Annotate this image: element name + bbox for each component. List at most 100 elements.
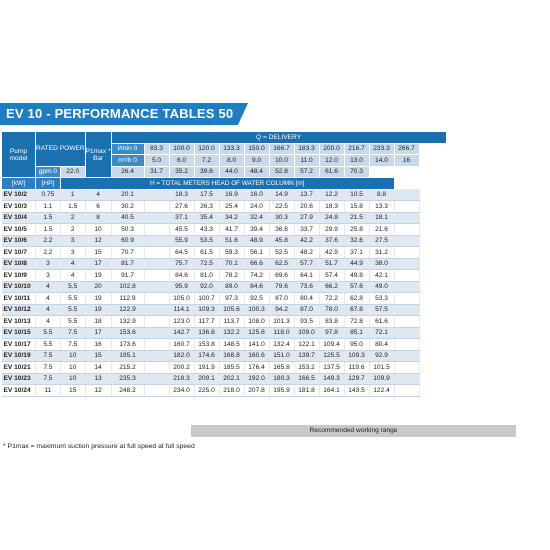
head-cell: 52.5 xyxy=(269,246,295,259)
flow-value: 14.0 xyxy=(368,154,395,167)
recommended-range-label: Recommended working range xyxy=(191,425,516,437)
head-cell xyxy=(394,189,420,201)
bar-cell: 16 xyxy=(85,338,112,351)
head-cell: 101.5 xyxy=(369,361,395,374)
model-cell: EV 10/24 xyxy=(1,384,36,397)
hp-cell: 5.5 xyxy=(60,281,86,293)
head-cell: 160.7 xyxy=(169,338,195,351)
flow-value: 57.2 xyxy=(293,165,320,178)
kw-cell: 11 xyxy=(35,384,61,397)
head-cell xyxy=(394,338,420,351)
head-cell xyxy=(394,350,420,362)
head-cell: 97.8 xyxy=(319,327,345,339)
table-row: EV 10/6 2.2 3 12 60.9 55.9 53.5 51.6 48.9 45.8 42.… xyxy=(1,235,447,247)
flow-row-lmin: l/min 0 83.3 100.0 120.0 133.3 150.0 166.7 183.… xyxy=(2,142,447,155)
flow-value: 200.0 xyxy=(318,142,345,155)
head-header: H = TOTAL METERS HEAD OF WATER COLUMN [m… xyxy=(59,177,395,190)
flow-value: 22.0 xyxy=(59,165,86,178)
head-cell: 139.7 xyxy=(294,350,320,362)
head-zero-cell: 30.2 xyxy=(111,200,145,213)
table-row: EV 10/17 5.5 7.5 16 173.6 160.7 153.8 148.5 141.… xyxy=(1,338,447,351)
flow-row-m3h: m³/h 0 5.0 6.0 7.2 8.0 9.0 10.0 11.0 12.0 13.0 14.… xyxy=(2,154,447,167)
model-cell: EV 10/13 xyxy=(1,315,36,328)
flow-value: 70.3 xyxy=(343,165,370,178)
head-cell: 92.9 xyxy=(369,350,395,362)
head-cell: 160.6 xyxy=(244,350,270,362)
kw-cell: 1.5 xyxy=(35,212,61,224)
head-cell: 64.5 xyxy=(169,246,195,259)
head-cell: 61.6 xyxy=(369,315,395,328)
head-cell xyxy=(394,269,420,282)
head-cell: 153.2 xyxy=(294,361,320,374)
head-cell: 101.3 xyxy=(269,315,295,328)
head-cell xyxy=(394,258,420,270)
head-cell: 30.3 xyxy=(269,212,295,224)
flow-value: 133.3 xyxy=(218,142,245,155)
head-zero-cell: 195.1 xyxy=(111,350,145,362)
head-cell: 57.5 xyxy=(369,304,395,316)
head-zero-cell: 70.7 xyxy=(111,246,145,259)
head-cell xyxy=(394,223,420,236)
flow-value: 8.0 xyxy=(218,154,245,167)
kw-cell: 1.5 xyxy=(35,223,61,236)
footnote: * P1max = maximum suction pressure at fu… xyxy=(3,443,195,450)
head-cell xyxy=(144,281,170,293)
kw-cell: 2.2 xyxy=(35,246,61,259)
delivery-header: Q = DELIVERY xyxy=(110,131,447,144)
head-cell: 105.0 xyxy=(169,292,195,305)
bar-cell: 19 xyxy=(85,292,112,305)
head-cell: 78.2 xyxy=(219,269,245,282)
head-cell: 51.7 xyxy=(319,258,345,270)
table-row: EV 10/7 2.2 3 15 70.7 64.5 61.5 59.3 56.1 52.5 48.… xyxy=(1,246,447,259)
head-cell: 153.8 xyxy=(194,338,220,351)
flow-value: 183.3 xyxy=(293,142,320,155)
head-cell: 16.9 xyxy=(219,189,245,201)
head-cell: 151.0 xyxy=(269,350,295,362)
hp-cell: 2 xyxy=(60,212,86,224)
head-cell: 72.2 xyxy=(319,292,345,305)
flow-value: 10.0 xyxy=(268,154,295,167)
head-zero-cell: 153.6 xyxy=(111,327,145,339)
head-cell: 14.9 xyxy=(269,189,295,201)
flow-value: 166.7 xyxy=(268,142,295,155)
head-cell xyxy=(394,361,420,374)
head-cell: 33.7 xyxy=(294,223,320,236)
head-cell: 27.9 xyxy=(294,212,320,224)
flow-value: 61.6 xyxy=(318,165,345,178)
model-cell: EV 10/9 xyxy=(1,269,36,282)
head-cell: 18.3 xyxy=(319,200,345,213)
head-zero-cell: 122.9 xyxy=(111,304,145,316)
head-cell xyxy=(394,373,420,385)
head-cell xyxy=(144,384,170,397)
bar-cell: 4 xyxy=(85,189,112,201)
head-zero-cell: 91.7 xyxy=(111,269,145,282)
flow-value: 13.0 xyxy=(343,154,370,167)
flow-value: 52.8 xyxy=(268,165,295,178)
head-cell xyxy=(394,246,420,259)
hp-cell: 3 xyxy=(60,246,86,259)
head-cell: 209.1 xyxy=(194,373,220,385)
head-cell: 21.6 xyxy=(369,223,395,236)
kw-cell: 4 xyxy=(35,292,61,305)
head-cell: 92.0 xyxy=(194,281,220,293)
head-cell: 191.9 xyxy=(194,361,220,374)
table-row: EV 10/13 4 5.5 18 132.9 123.0 117.7 113.7 108.0 1… xyxy=(1,315,447,328)
head-cell: 45.8 xyxy=(269,235,295,247)
head-cell xyxy=(144,223,170,236)
kw-cell: 2.2 xyxy=(35,235,61,247)
flow-value: 44.0 xyxy=(218,165,245,178)
model-cell: EV 10/21 xyxy=(1,361,36,374)
model-cell: EV 10/3 xyxy=(1,200,36,213)
bar-cell: 12 xyxy=(85,235,112,247)
head-cell: 8.8 xyxy=(369,189,395,201)
head-cell: 142.7 xyxy=(169,327,195,339)
head-cell: 22.5 xyxy=(269,200,295,213)
model-cell: EV 10/8 xyxy=(1,258,36,270)
head-cell xyxy=(144,246,170,259)
head-cell: 80.4 xyxy=(369,338,395,351)
head-cell xyxy=(144,373,170,385)
head-cell: 37.1 xyxy=(169,212,195,224)
head-cell: 59.3 xyxy=(219,246,245,259)
head-cell: 114.1 xyxy=(169,304,195,316)
head-cell: 137.5 xyxy=(319,361,345,374)
